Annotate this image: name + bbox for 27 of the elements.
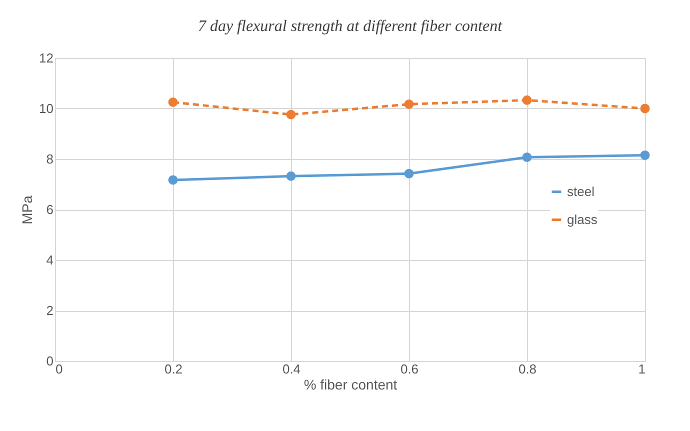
- x-tick-label: 0.4: [282, 362, 301, 376]
- y-tick-label: 6: [46, 202, 54, 217]
- x-tick-label: 0.8: [518, 362, 537, 376]
- point: [286, 110, 296, 120]
- point: [168, 97, 178, 107]
- legend-label: steel: [567, 184, 595, 199]
- x-tick-label: 0.2: [164, 362, 183, 376]
- y-tick-label: 8: [46, 152, 54, 166]
- point: [640, 150, 650, 160]
- y-tick-label: 4: [46, 252, 54, 268]
- point: [168, 175, 178, 185]
- x-tick-label: 0.6: [400, 362, 419, 376]
- point: [286, 171, 296, 181]
- x-tick-label: 0: [56, 362, 63, 376]
- legend-label: glass: [567, 212, 598, 227]
- x-axis-title: % fiber content: [304, 376, 398, 392]
- x-tick-label: 1: [638, 362, 646, 376]
- y-tick-label: 12: [39, 50, 54, 66]
- point: [522, 152, 532, 162]
- point: [640, 104, 650, 114]
- y-tick-label: 2: [46, 303, 54, 318]
- point: [404, 168, 414, 178]
- point: [522, 95, 532, 105]
- point: [404, 99, 414, 109]
- chart-title: 7 day flexural strength at different fiber content: [198, 18, 503, 35]
- y-axis-title: MPa: [19, 195, 36, 224]
- y-tick-label: 10: [39, 101, 54, 116]
